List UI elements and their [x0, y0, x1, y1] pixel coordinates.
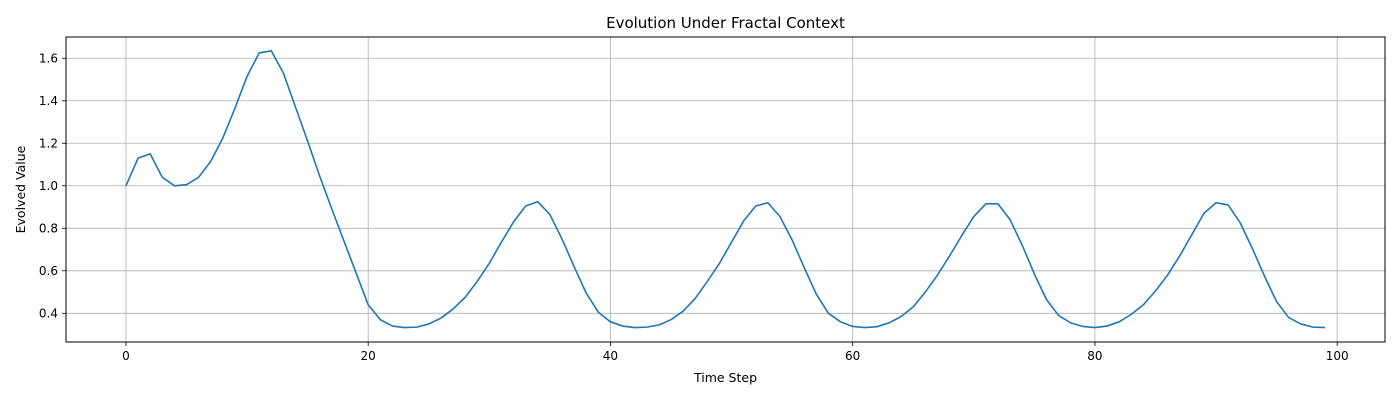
x-axis-ticks: 0 20 40 60 80 100 [122, 342, 1349, 363]
plot-frame [65, 36, 1386, 343]
chart-title: Evolution Under Fractal Context [606, 14, 845, 32]
x-tick-label: 40 [603, 349, 618, 363]
x-axis-label: Time Step [693, 370, 757, 385]
x-tick-label: 0 [122, 349, 130, 363]
y-tick-label: 1.6 [39, 51, 58, 65]
y-tick-label: 0.8 [39, 221, 58, 235]
series-line [125, 50, 1326, 329]
grid-lines [66, 37, 1385, 342]
y-axis-label: Evolved Value [13, 145, 28, 233]
y-tick-label: 1.2 [39, 136, 58, 150]
x-tick-label: 20 [361, 349, 376, 363]
x-tick-label: 80 [1087, 349, 1102, 363]
series-group [125, 50, 1326, 329]
y-tick-label: 0.4 [39, 306, 58, 320]
y-tick-label: 1.0 [39, 179, 58, 193]
y-tick-label: 1.4 [39, 94, 58, 108]
y-tick-label: 0.6 [39, 264, 58, 278]
x-tick-label: 60 [845, 349, 860, 363]
x-tick-label: 100 [1326, 349, 1349, 363]
y-axis-ticks: 0.4 0.6 0.8 1.0 1.2 1.4 1.6 [39, 51, 66, 320]
